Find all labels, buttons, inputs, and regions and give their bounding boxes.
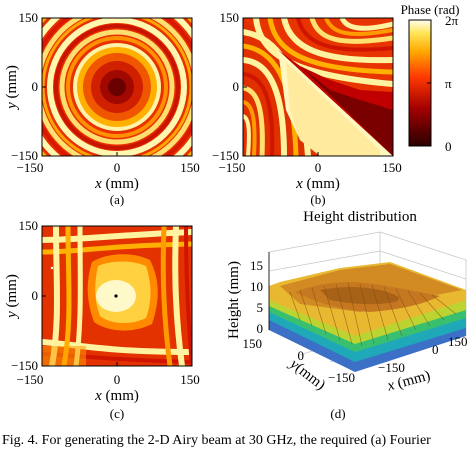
panel-d-xtick: −150 — [378, 360, 405, 375]
panel-b-ytick: −150 — [212, 148, 239, 163]
panel-a-xtick: −150 — [17, 160, 44, 175]
panel-b: 150 0 −150 −150 0 150 x (mm) (b) — [212, 10, 402, 207]
panel-a-xtick: 150 — [180, 160, 200, 175]
colorbar-tick: 2π — [445, 13, 459, 28]
panel-b-xlabel: x (mm) — [295, 176, 340, 192]
panel-b-ytick: 0 — [233, 79, 240, 94]
panel-d-ztick: 0 — [257, 321, 264, 336]
panel-d: Height distribution — [226, 209, 468, 421]
panel-c-ytick: 150 — [19, 218, 39, 233]
panel-c-ylabel: y (mm) — [4, 274, 20, 320]
panel-a-ytick: 0 — [32, 79, 39, 94]
panel-d-surface — [269, 262, 466, 372]
panel-c-caption: (c) — [110, 406, 124, 421]
panel-a-heatmap — [42, 18, 192, 156]
colorbar-tick: 0 — [445, 139, 452, 154]
colorbar-title: Phase (rad) — [401, 2, 460, 17]
panel-d-caption: (d) — [330, 406, 345, 421]
panel-d-ztick: 5 — [257, 300, 264, 315]
panel-b-xtick: 150 — [382, 160, 402, 175]
colorbar: Phase (rad) 2π π 0 — [401, 2, 460, 154]
panel-c-xtick: 150 — [180, 372, 200, 387]
panel-d-ylabel: y(mm) — [285, 355, 328, 393]
panel-c-xtick: −150 — [17, 372, 44, 387]
panel-c-heatmap — [42, 226, 192, 366]
panel-d-ztick: 15 — [250, 258, 263, 273]
panel-b-xtick: 0 — [315, 160, 322, 175]
panel-c-xtick: 0 — [114, 372, 121, 387]
panel-d-zlabel: Height (mm) — [226, 261, 242, 339]
panel-d-title: Height distribution — [303, 209, 417, 225]
panel-b-ytick: 150 — [220, 10, 240, 25]
panel-d-ytick: 150 — [243, 336, 263, 351]
panel-a-xlabel: x (mm) — [94, 176, 139, 192]
panel-c-ytick: −150 — [11, 358, 38, 373]
colorbar-tick: π — [445, 76, 452, 91]
panel-d-xtick: 150 — [448, 334, 468, 349]
panel-a-ytick: 150 — [19, 10, 39, 25]
panel-b-heatmap — [243, 18, 393, 156]
panel-a: 150 0 −150 −150 0 150 x (mm) y (mm) (a) — [4, 10, 200, 207]
panel-c-xlabel: x (mm) — [94, 388, 139, 404]
panel-a-ytick: −150 — [11, 148, 38, 163]
panel-d-ztick: 10 — [250, 279, 263, 294]
panel-d-ytick: −150 — [328, 370, 355, 385]
panel-a-caption: (a) — [110, 192, 124, 207]
panel-d-ytick: 0 — [298, 348, 305, 363]
panel-c: 150 0 −150 −150 0 150 x (mm) y (mm) (c) — [4, 218, 200, 421]
panel-b-caption: (b) — [310, 192, 325, 207]
panel-b-xtick: −150 — [219, 160, 246, 175]
panel-a-ylabel: y (mm) — [4, 65, 20, 111]
panel-a-xtick: 0 — [114, 160, 121, 175]
panel-d-xtick: 0 — [432, 342, 439, 357]
figure-caption: Fig. 4. For generating the 2-D Airy beam… — [2, 433, 431, 448]
panel-c-ytick: 0 — [32, 288, 39, 303]
